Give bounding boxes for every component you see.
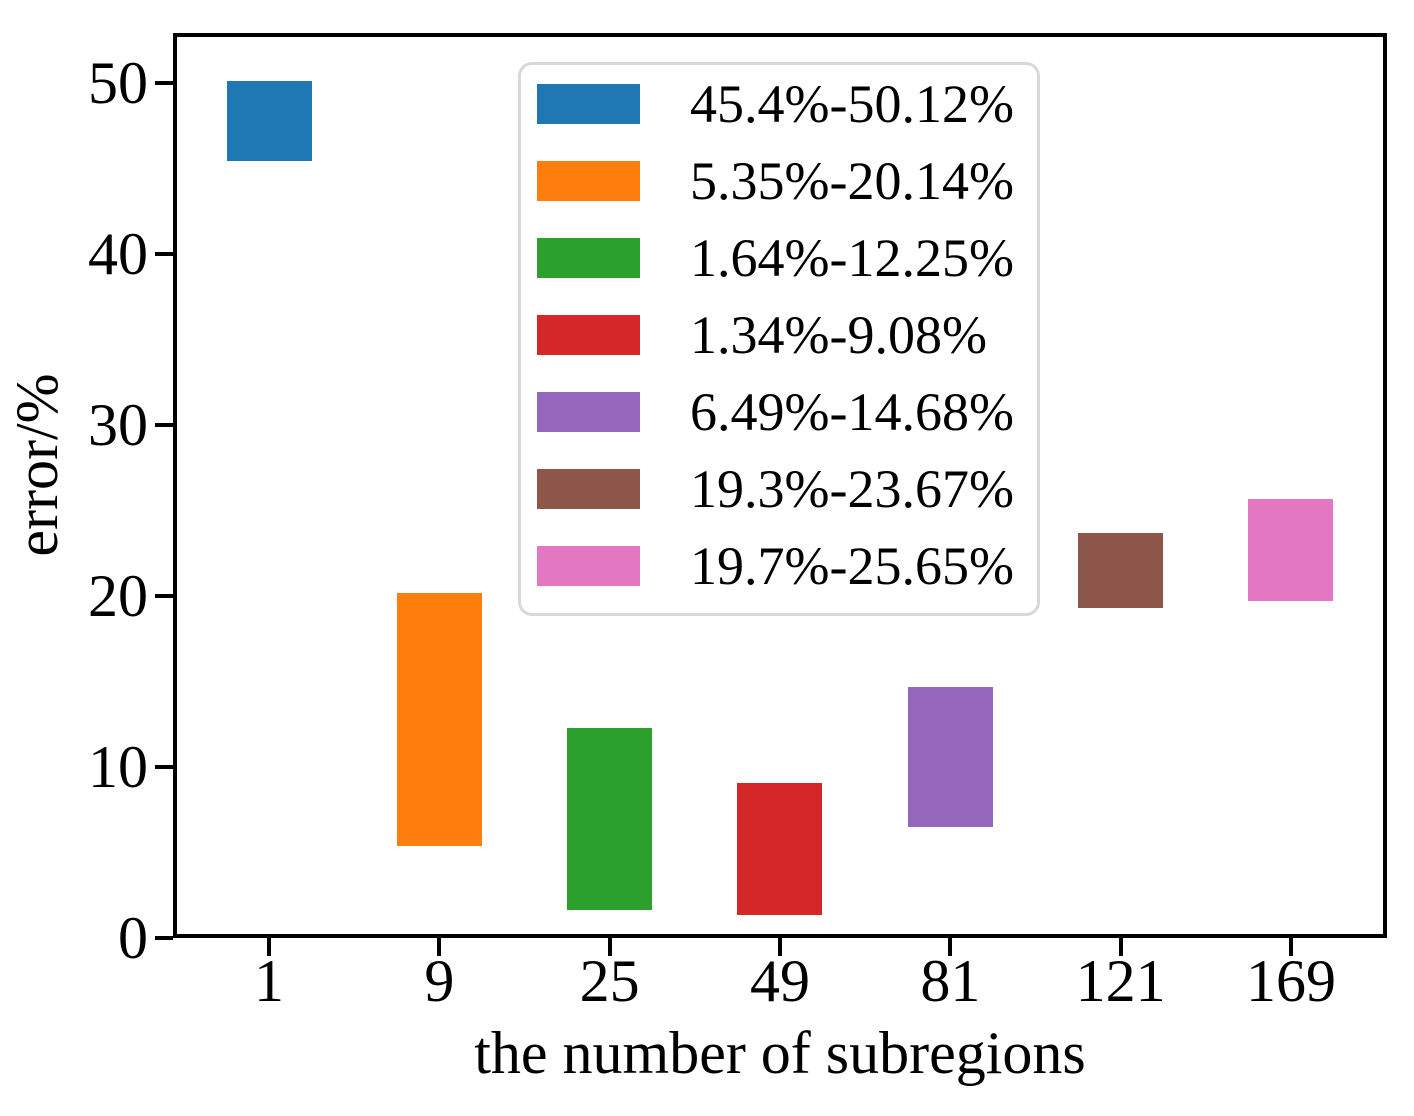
y-tick-label-50: 50 [88, 49, 148, 116]
legend-label: 19.3%-23.67% [690, 458, 1014, 519]
legend-row-1: 45.4%-50.12% [537, 65, 1037, 142]
legend-swatch-purple [537, 391, 640, 432]
legend-row-9: 5.35%-20.14% [537, 142, 1037, 219]
legend-swatch-pink [537, 545, 640, 586]
x-tick-label-81: 81 [920, 948, 981, 1014]
y-tick-label-0: 0 [118, 905, 148, 971]
x-tick-9 [437, 938, 442, 956]
x-tick-1 [267, 938, 271, 956]
legend-row-169: 19.7%-25.65% [537, 527, 1037, 604]
y-tick-40 [155, 251, 173, 256]
legend-swatch-blue [537, 83, 640, 124]
y-tick-label-30: 30 [88, 391, 148, 458]
legend-row-121: 19.3%-23.67% [537, 450, 1037, 527]
y-tick-label-20: 20 [88, 562, 148, 629]
y-tick-0 [155, 936, 173, 940]
legend-label: 1.64%-12.25% [690, 227, 1014, 288]
legend-row-49: 1.34%-9.08% [537, 296, 1037, 373]
range-bar-25 [567, 728, 653, 910]
x-tick-121 [1118, 938, 1123, 956]
range-bar-169 [1248, 499, 1334, 601]
y-tick-30 [155, 422, 173, 427]
legend-row-25: 1.64%-12.25% [537, 219, 1037, 296]
x-tick-25 [607, 938, 612, 956]
legend-label: 6.49%-14.68% [690, 381, 1014, 442]
x-tick-label-9: 9 [424, 948, 455, 1014]
y-tick-label-10: 10 [88, 733, 148, 800]
legend-row-81: 6.49%-14.68% [537, 373, 1037, 450]
x-tick-label-169: 169 [1245, 948, 1336, 1014]
range-bar-121 [1078, 533, 1164, 608]
legend-swatch-orange [537, 160, 640, 201]
legend-label: 5.35%-20.14% [690, 150, 1014, 211]
x-tick-49 [777, 938, 782, 956]
x-axis-label: the number of subregions [474, 1020, 1086, 1086]
range-bar-81 [907, 686, 993, 827]
range-bar-49 [737, 782, 823, 916]
legend: 45.4%-50.12% 5.35%-20.14% 1.64%-12.25% 1.34… [518, 62, 1040, 616]
x-tick-label-121: 121 [1075, 948, 1166, 1014]
y-tick-label-40: 40 [88, 220, 148, 287]
legend-label: 19.7%-25.65% [690, 535, 1014, 596]
plot-area [155, 33, 1387, 956]
legend-swatch-brown [537, 468, 640, 509]
legend-label: 1.34%-9.08% [690, 304, 987, 365]
x-tick-169 [1288, 938, 1293, 956]
y-tick-10 [155, 764, 173, 769]
range-bar-1 [226, 80, 312, 162]
legend-swatch-red [537, 314, 640, 355]
y-tick-50 [155, 80, 173, 85]
legend-label: 45.4%-50.12% [690, 73, 1014, 134]
range-bar-9 [396, 593, 482, 847]
x-tick-81 [948, 938, 953, 956]
y-tick-20 [155, 593, 173, 598]
x-tick-label-49: 49 [749, 948, 810, 1014]
legend-swatch-green [537, 237, 640, 278]
x-tick-label-25: 25 [579, 948, 640, 1014]
x-tick-label-1: 1 [254, 948, 284, 1014]
